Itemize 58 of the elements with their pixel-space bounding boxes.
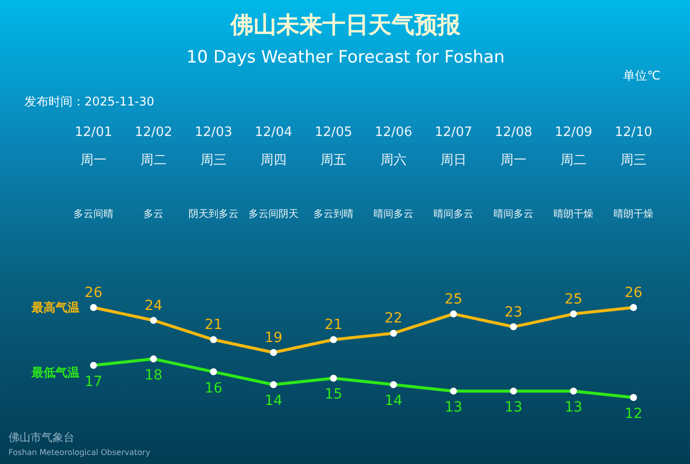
x-tick-label: 12/08 xyxy=(494,125,532,140)
text: 发布时间：2025-11-30 xyxy=(24,94,154,108)
text: 周四 xyxy=(260,153,286,168)
x-tick-label: 12/03 xyxy=(194,125,232,140)
text: Foshan Meteorological Observatory xyxy=(8,448,150,457)
text: 多云 xyxy=(144,208,164,220)
x-tick-label: 12/07 xyxy=(434,125,472,140)
data-label: 13 xyxy=(564,400,582,416)
text: 周三 xyxy=(620,153,646,168)
data-label: 15 xyxy=(324,386,342,403)
x-tick-label: 12/09 xyxy=(554,125,592,140)
text: 佛山市气象台 xyxy=(8,431,74,444)
text: 晴朗干燥 xyxy=(554,208,594,220)
data-label: 26 xyxy=(84,285,102,301)
text: 周六 xyxy=(380,153,406,168)
text: 周二 xyxy=(140,153,166,168)
text: 周日 xyxy=(440,153,466,168)
text: 晴间多云 xyxy=(494,208,534,220)
x-tick-label: 12/06 xyxy=(374,125,412,140)
text: 晴间多云 xyxy=(434,208,474,220)
data-label: 19 xyxy=(264,330,282,346)
chart-title: 佛山未来十日天气预报 xyxy=(230,12,462,38)
data-label: 14 xyxy=(264,393,282,410)
data-label: 22 xyxy=(384,310,402,327)
data-label: 21 xyxy=(324,317,342,334)
data-label: 13 xyxy=(444,400,462,416)
text: 多云间晴 xyxy=(74,208,114,220)
data-label: 18 xyxy=(144,367,162,384)
text: 周三 xyxy=(200,153,226,168)
text: 晴间多云 xyxy=(374,208,414,220)
text: 周二 xyxy=(560,153,586,168)
text: 阴天到多云 xyxy=(188,208,238,220)
series-label: 最高气温 xyxy=(30,300,80,314)
data-label: 17 xyxy=(84,374,102,390)
text: 多云间阴天 xyxy=(248,208,298,220)
text: 晴朗干燥 xyxy=(614,208,654,220)
text: 单位℃ xyxy=(623,68,661,82)
x-tick-label: 12/02 xyxy=(134,125,172,140)
text: 周五 xyxy=(320,153,346,168)
text: 多云到晴 xyxy=(314,208,354,220)
data-label: 25 xyxy=(444,291,462,308)
data-label: 13 xyxy=(504,400,522,416)
data-label: 12 xyxy=(624,406,642,422)
data-label: 16 xyxy=(204,380,222,396)
data-label: 21 xyxy=(204,317,222,334)
text: 周一 xyxy=(80,153,106,168)
text: 周一 xyxy=(500,153,526,168)
data-label: 25 xyxy=(564,291,582,308)
data-label: 26 xyxy=(624,285,642,301)
data-label: 24 xyxy=(144,298,162,314)
chart-subtitle: 10 Days Weather Forecast for Foshan xyxy=(186,48,505,68)
data-label: 14 xyxy=(384,393,402,410)
data-label: 23 xyxy=(504,304,522,320)
x-tick-label: 12/04 xyxy=(254,125,292,140)
x-tick-label: 12/10 xyxy=(614,125,652,140)
x-tick-label: 12/05 xyxy=(314,125,352,140)
x-tick-label: 12/01 xyxy=(74,125,112,140)
series-label: 最低气温 xyxy=(30,365,80,380)
